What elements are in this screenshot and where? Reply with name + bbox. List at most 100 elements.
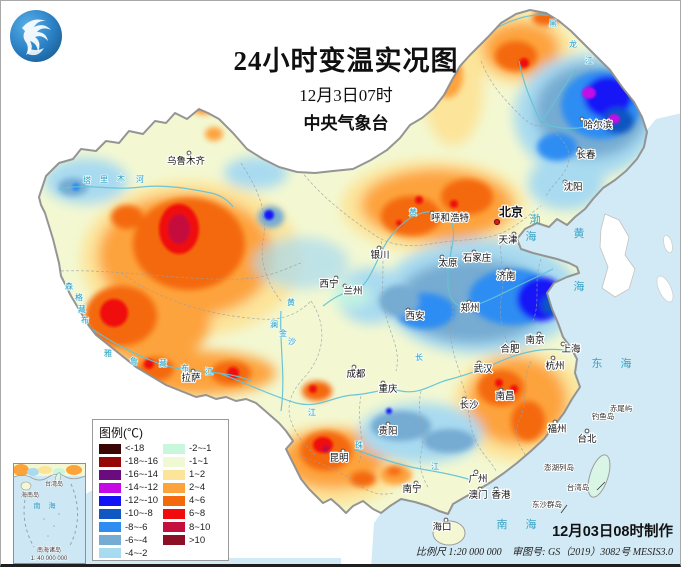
city-label: 兰州: [343, 285, 362, 297]
legend-item: 6~8: [163, 508, 223, 519]
sea-label: 南: [497, 518, 508, 531]
inset-sea-label: 南 海: [34, 501, 59, 510]
city-label: 太原: [438, 257, 457, 269]
sea-label: 海: [526, 517, 537, 531]
city-marker: 香港: [490, 486, 512, 502]
city-label: 西安: [405, 310, 424, 322]
city-marker: 澳门: [467, 486, 489, 502]
legend-label: 6~8: [189, 508, 206, 520]
river-label: 沙: [288, 337, 296, 346]
city-marker: 成都: [345, 364, 367, 381]
legend-label: 4~6: [189, 495, 206, 507]
korea-peninsula: [599, 213, 636, 298]
river-label: 布: [181, 363, 189, 373]
city-dot: [405, 307, 411, 313]
city-marker: 石家庄: [462, 249, 493, 265]
legend-panel: 图例(℃) <-18 -18~-16 -16~-14 -14~-12 -12~-10 -1…: [92, 419, 229, 561]
city-dot: [443, 517, 449, 523]
city-marker: 天津: [497, 231, 519, 247]
city-marker: 南京: [524, 331, 546, 347]
legend-swatch: [99, 495, 121, 506]
city-dot: [380, 380, 386, 386]
city-dot: [511, 231, 517, 237]
city-marker: 贵阳: [377, 421, 399, 438]
city-marker: 重庆: [377, 380, 399, 396]
city-label: 长春: [576, 149, 596, 161]
city-dot: [576, 146, 582, 152]
river-label: 里: [100, 175, 108, 184]
city-label: 成都: [346, 368, 366, 380]
city-dot: [477, 486, 483, 492]
temperature-field: [44, 10, 647, 506]
island-label: 钓鱼岛: [592, 411, 615, 421]
map-scale-text: 比例尺 1:20 000 000: [415, 547, 502, 558]
legend-columns: <-18 -18~-16 -16~-14 -14~-12 -12~-10 -10~-8 -8…: [99, 443, 223, 559]
river-label: 雅: [104, 348, 112, 358]
island-label: 东沙群岛: [532, 499, 562, 509]
legend-item: >10: [163, 535, 223, 546]
inset-taiwan-label: 台湾岛: [45, 480, 63, 488]
legend-label: -8~-6: [125, 521, 148, 533]
city-label: 昆明: [329, 453, 348, 464]
river-label: 江: [431, 462, 439, 471]
review-number: 审图号: GS（2019）3082号 MESIS3.0: [512, 547, 673, 558]
small-islands: [560, 407, 614, 514]
legend-swatch: [163, 482, 185, 493]
city-dot: [466, 299, 472, 305]
china-outline: [38, 9, 648, 515]
legend-swatch: [163, 469, 185, 480]
river-label: 河: [136, 174, 144, 184]
taiwan-island: [587, 454, 611, 498]
river-label: 鲁: [130, 356, 138, 366]
city-marker: 长沙: [458, 396, 480, 412]
production-time: 12月03日08时制作: [552, 524, 673, 540]
city-dot: [376, 245, 382, 251]
city-marker: 郑州: [459, 299, 481, 315]
river-label: 黄: [287, 297, 295, 307]
city-label: 拉萨: [181, 372, 201, 384]
city-label: 南宁: [402, 483, 421, 495]
city-label: 呼和浩特: [431, 212, 470, 224]
legend-swatch: [99, 469, 121, 480]
city-marker: 福州: [546, 419, 568, 436]
city-marker: 北京: [493, 203, 524, 226]
city-dot: [190, 368, 196, 374]
legend-label: -10~-8: [125, 508, 153, 520]
city-label: 哈尔滨: [584, 119, 613, 131]
legend-item: -10~-8: [99, 508, 159, 519]
river-label: 澜: [270, 320, 278, 329]
island-label: 赤尾屿: [610, 404, 633, 413]
city-dot: [552, 419, 558, 425]
city-label: 香港: [491, 489, 511, 501]
city-marker: 合肥: [499, 340, 521, 356]
city-dot: [333, 275, 339, 281]
legend-label: 8~10: [189, 521, 211, 533]
city-dot: [476, 360, 482, 366]
sea-label: 海: [526, 229, 537, 243]
south-china-sea-inset: 海南岛 台湾岛 南 海 南海诸岛 1: 40 000 000: [13, 463, 86, 564]
city-marker: 台北: [576, 428, 598, 446]
legend-title: 图例(℃): [99, 426, 143, 440]
legend-item: -16~-14: [99, 469, 159, 480]
legend-swatch: [99, 443, 121, 454]
capital-dot: [493, 218, 501, 226]
city-label: 杭州: [545, 360, 564, 372]
legend-swatch: [163, 443, 185, 454]
city-marker: 南宁: [401, 480, 423, 496]
river-label: 金: [279, 328, 287, 338]
city-label: 南昌: [495, 390, 514, 402]
legend-label: -1~1: [189, 456, 209, 468]
city-dot: [385, 421, 391, 427]
city-dot: [550, 355, 556, 361]
legend-item: -1~1: [163, 456, 223, 467]
city-marker: 广州: [467, 469, 489, 486]
city-dot: [429, 210, 435, 216]
river-label: 藏: [159, 358, 167, 368]
river-label: 黑: [549, 19, 557, 28]
sea-label: 黄: [574, 226, 585, 240]
cma-logo: [8, 8, 64, 64]
city-label: 天津: [498, 235, 518, 246]
city-label: 乌鲁木齐: [167, 155, 206, 167]
